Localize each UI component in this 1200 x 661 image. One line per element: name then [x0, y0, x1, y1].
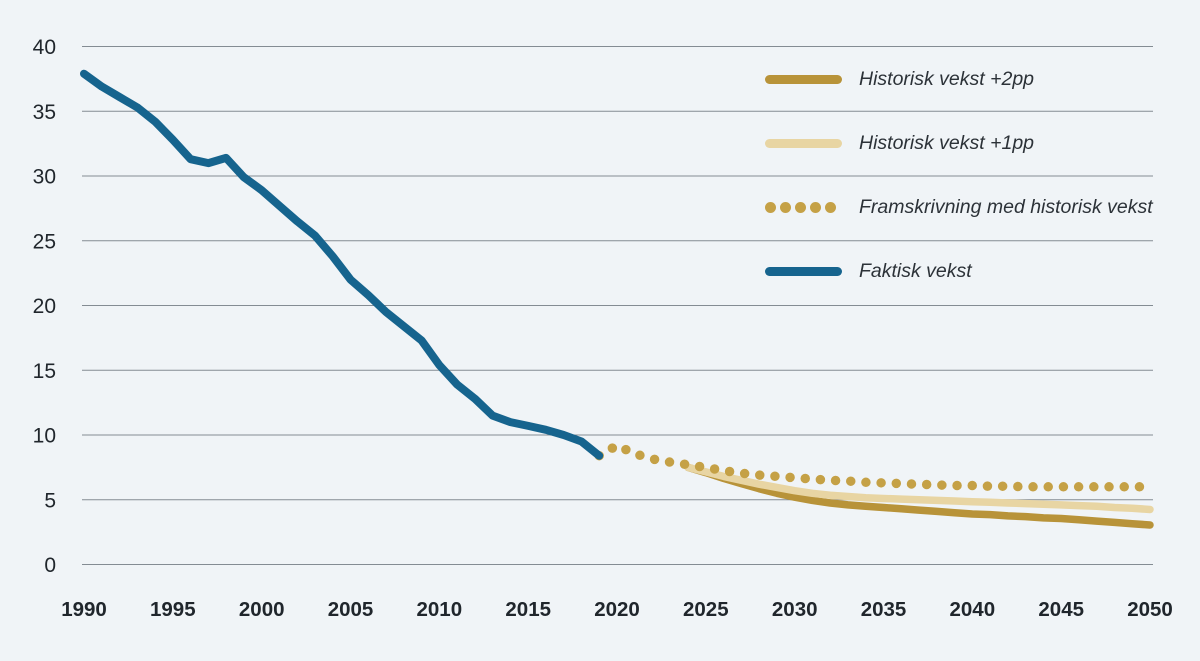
x-tick-label: 2045 — [1038, 598, 1084, 621]
x-tick-label: 2030 — [772, 598, 818, 621]
legend-swatch-solid-tan — [765, 138, 842, 148]
series-line-2 — [594, 440, 1155, 492]
legend-label: Historisk vekst +1pp — [859, 131, 1035, 154]
x-tick-label: 2050 — [1127, 598, 1173, 621]
y-tick-label: 20 — [33, 295, 56, 318]
dot-icon — [825, 201, 836, 213]
x-tick-label: 2000 — [239, 598, 285, 621]
x-tick-label: 1995 — [150, 598, 196, 621]
x-tick-label: 2010 — [416, 598, 462, 621]
x-tick-label: 2025 — [683, 598, 729, 621]
y-tick-label: 35 — [33, 101, 56, 124]
legend-swatch-solid-gold — [765, 74, 842, 84]
y-tick-label: 5 — [44, 489, 56, 512]
y-tick-label: 0 — [44, 554, 56, 577]
legend-label: Faktisk vekst — [859, 259, 972, 282]
legend-item-framskrivning: Framskrivning med historisk vekst — [765, 191, 1153, 223]
legend-item-faktisk-vekst: Faktisk vekst — [765, 255, 972, 287]
series-line-0 — [684, 463, 1154, 529]
legend-swatch-dotted — [765, 201, 842, 213]
dot-icon — [780, 201, 791, 213]
dot-icon — [795, 201, 806, 213]
series-line-3 — [80, 69, 604, 460]
dot-icon — [765, 201, 776, 213]
legend-item-historisk-vekst-1pp: Historisk vekst +1pp — [765, 127, 1034, 159]
x-tick-label: 2040 — [949, 598, 995, 621]
series-line-1 — [684, 463, 1154, 514]
legend-swatch-solid-teal — [765, 266, 842, 276]
dot-icon — [810, 201, 821, 213]
x-tick-label: 2015 — [505, 598, 551, 621]
legend: Historisk vekst +2pp Historisk vekst +1p… — [765, 0, 1195, 300]
x-tick-label: 2005 — [328, 598, 374, 621]
legend-label: Framskrivning med historisk vekst — [859, 195, 1153, 218]
x-tick-label: 1990 — [61, 598, 107, 621]
x-tick-label: 2020 — [594, 598, 640, 621]
y-tick-label: 15 — [33, 360, 56, 383]
legend-item-historisk-vekst-2pp: Historisk vekst +2pp — [765, 63, 1034, 95]
y-tick-label: 10 — [33, 425, 56, 448]
x-tick-label: 2035 — [861, 598, 907, 621]
y-tick-label: 40 — [33, 36, 56, 59]
y-tick-label: 25 — [33, 230, 56, 253]
y-tick-label: 30 — [33, 166, 56, 189]
legend-label: Historisk vekst +2pp — [859, 67, 1035, 90]
